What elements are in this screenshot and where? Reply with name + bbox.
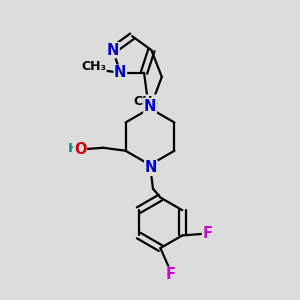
Text: O: O (74, 142, 86, 158)
Text: N: N (114, 65, 127, 80)
Text: N: N (144, 98, 156, 113)
Text: CH₃: CH₃ (133, 95, 158, 108)
Text: H: H (68, 142, 79, 155)
Text: CH₃: CH₃ (81, 60, 106, 73)
Text: N: N (145, 160, 157, 175)
Text: N: N (107, 43, 119, 58)
Text: F: F (166, 267, 176, 282)
Text: F: F (202, 226, 212, 242)
